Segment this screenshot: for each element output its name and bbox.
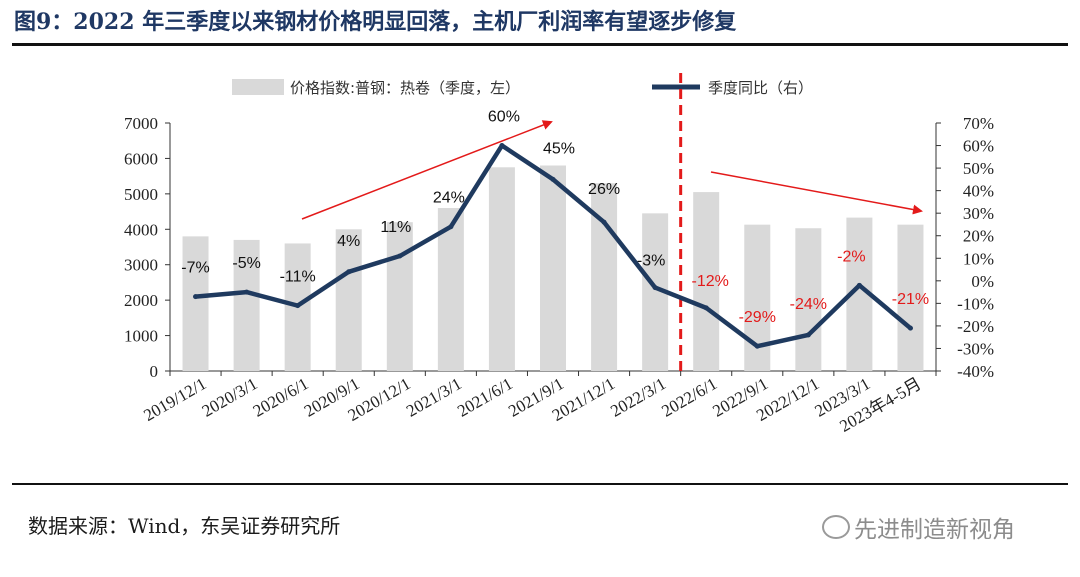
- watermark-text: 先进制造新视角: [854, 517, 1015, 543]
- top-rule: [12, 43, 1068, 46]
- source-note: 数据来源：Wind，东吴证券研究所: [28, 514, 341, 538]
- left-tick-label: 7000: [124, 114, 158, 133]
- right-tick-label: 0%: [971, 272, 994, 291]
- right-tick-label: 10%: [963, 249, 994, 268]
- bottom-rule: [12, 483, 1068, 485]
- figure-title: 图9：2022 年三季度以来钢材价格明显回落，主机厂利润率有望逐步修复: [14, 9, 737, 35]
- annotations: [301, 73, 923, 371]
- bar: [744, 224, 771, 371]
- left-tick-label: 1000: [124, 327, 158, 346]
- line-series: [193, 143, 913, 349]
- legend-line-label: 季度同比（右）: [708, 79, 813, 97]
- bar: [897, 224, 924, 371]
- chart: 价格指数:普钢：热卷（季度，左） 季度同比（右） 0 1000 2000 3000 40…: [124, 73, 994, 436]
- x-tick-label: 2020/3/1: [199, 374, 261, 421]
- data-label: -11%: [280, 269, 316, 286]
- right-tick-label: -20%: [957, 317, 994, 336]
- data-label: 24%: [433, 190, 465, 207]
- bar: [335, 229, 362, 371]
- line-point: [244, 289, 250, 295]
- bar: [182, 236, 209, 371]
- left-tick-label: 5000: [124, 185, 158, 204]
- line-point: [397, 253, 403, 259]
- line-point: [448, 224, 454, 230]
- line-point: [499, 143, 505, 149]
- line-point: [601, 219, 607, 225]
- data-label: -29%: [739, 309, 776, 326]
- wechat-icon: [822, 515, 850, 539]
- line-point: [346, 269, 352, 275]
- bar: [437, 208, 464, 371]
- x-tick-label: 2020/6/1: [250, 374, 312, 421]
- fall-arrow: [710, 171, 923, 215]
- line-point: [295, 303, 301, 309]
- x-tick-label: 2021/3/1: [403, 374, 465, 421]
- data-label: -2%: [837, 248, 865, 265]
- data-label: 60%: [488, 109, 520, 126]
- right-tick-label: 30%: [963, 204, 994, 223]
- bar: [795, 228, 822, 371]
- right-tick-label: 50%: [963, 159, 994, 178]
- right-tick-label: 70%: [963, 114, 994, 133]
- bar: [693, 192, 720, 371]
- left-tick-label: 4000: [124, 220, 158, 239]
- bar: [386, 222, 413, 371]
- data-label: -12%: [692, 273, 729, 290]
- data-label: -7%: [181, 260, 209, 277]
- bar: [591, 183, 618, 371]
- data-label: 45%: [543, 140, 575, 157]
- x-tick-label: 2021/6/1: [454, 374, 516, 421]
- x-tick-label: 2022/3/1: [607, 374, 669, 421]
- data-label: 4%: [337, 233, 360, 250]
- line-point: [652, 285, 658, 291]
- legend-bar-swatch: [232, 79, 284, 95]
- rise-arrow: [301, 120, 553, 220]
- bar: [233, 239, 260, 371]
- bar: [540, 165, 566, 371]
- line-point: [193, 294, 199, 300]
- left-tick-label: 6000: [124, 149, 158, 168]
- right-tick-label: 60%: [963, 137, 994, 156]
- line-point: [703, 305, 709, 311]
- data-label: -3%: [637, 253, 665, 270]
- line-point: [856, 282, 862, 288]
- x-tick-label: 2019/12/1: [140, 374, 209, 425]
- data-label: -21%: [892, 291, 929, 308]
- right-tick-label: 40%: [963, 182, 994, 201]
- bars: [182, 165, 924, 371]
- right-tick-label: -10%: [957, 294, 994, 313]
- right-tick-label: 20%: [963, 227, 994, 246]
- line-point: [907, 325, 913, 331]
- right-tick-label: -40%: [957, 362, 994, 381]
- left-tick-label: 3000: [124, 256, 158, 275]
- right-tick-label: -30%: [957, 339, 994, 358]
- bar: [488, 167, 515, 371]
- data-label: -24%: [790, 296, 827, 313]
- legend: 价格指数:普钢：热卷（季度，左） 季度同比（右）: [232, 79, 813, 97]
- legend-bar-label: 价格指数:普钢：热卷（季度，左）: [290, 79, 520, 97]
- line-point: [805, 332, 811, 338]
- data-label: -5%: [232, 255, 260, 272]
- data-label: 26%: [588, 181, 620, 198]
- line-point: [550, 176, 556, 182]
- data-labels: -7% -5% -11% 4% 11% 24% 60% 45% 26% -3% -12% -29% -2…: [181, 109, 929, 327]
- line-point: [754, 343, 760, 349]
- x-tick-label: 2022/6/1: [658, 374, 720, 421]
- left-tick-label: 2000: [124, 291, 158, 310]
- data-label: 11%: [380, 219, 411, 236]
- left-tick-label: 0: [150, 362, 159, 381]
- watermark: 先进制造新视角: [822, 510, 1015, 544]
